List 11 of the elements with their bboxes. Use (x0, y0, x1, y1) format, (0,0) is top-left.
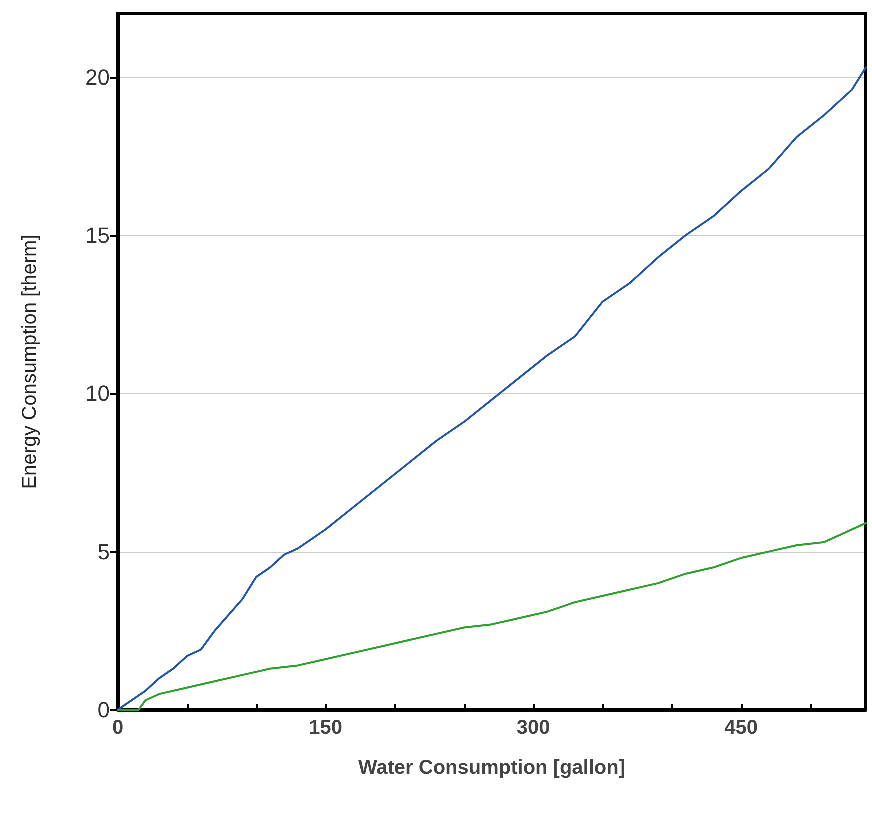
x-axis-title: Water Consumption [gallon] (358, 757, 626, 779)
x-tick-label: 150 (309, 717, 342, 739)
y-axis-title: Energy Consumption [therm] (19, 234, 41, 490)
y-tick-label: 15 (86, 222, 110, 248)
y-tick-label: 5 (98, 539, 110, 564)
y-tick-label: 0 (98, 698, 110, 722)
x-tick-label: 300 (516, 717, 550, 739)
x-tick-label: 0 (112, 717, 124, 739)
y-tick-label: 10 (86, 381, 110, 406)
y-tick-label: 20 (86, 64, 110, 90)
x-tick-label: 450 (724, 717, 758, 739)
